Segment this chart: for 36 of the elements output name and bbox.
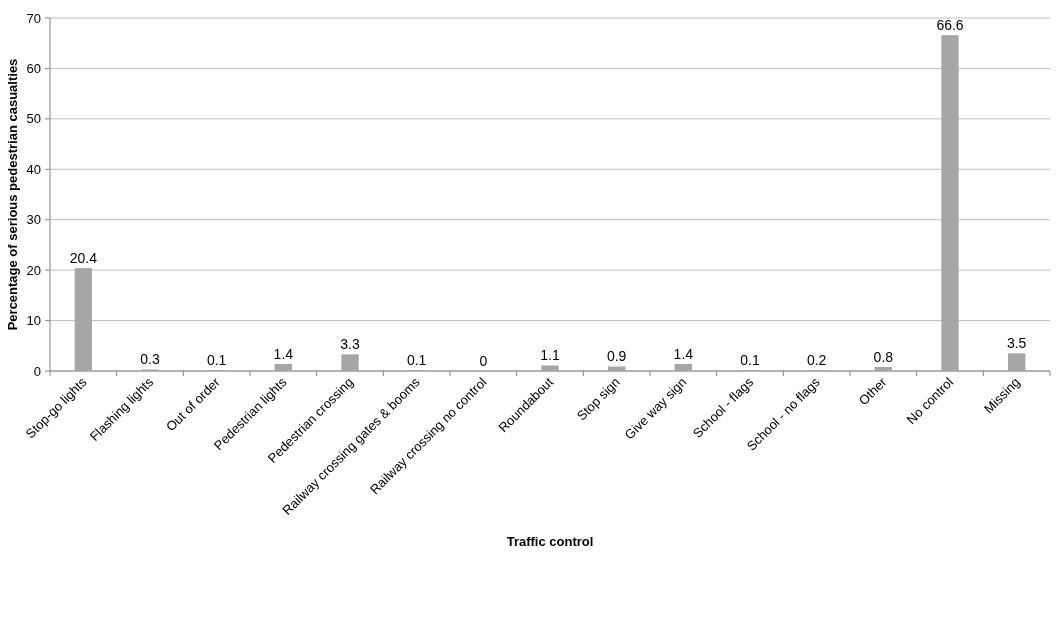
y-tick-label: 0 — [33, 363, 41, 379]
data-label: 0.9 — [606, 348, 627, 365]
data-label: 0.8 — [873, 348, 894, 365]
data-label: 1.4 — [673, 345, 694, 362]
data-label: 20.4 — [69, 250, 98, 267]
data-label: 66.6 — [936, 17, 964, 34]
data-label: 3.3 — [340, 336, 360, 353]
x-axis-title: Traffic control — [506, 534, 594, 549]
data-label: 0.1 — [206, 352, 227, 369]
x-tick-label: Stop sign — [573, 374, 623, 424]
bar — [74, 268, 92, 371]
y-tick-label: 50 — [26, 111, 41, 127]
data-label: 1.4 — [273, 345, 294, 362]
bar — [1008, 353, 1026, 371]
y-tick-label: 30 — [26, 212, 41, 228]
y-tick-label: 20 — [26, 262, 41, 278]
bar — [874, 366, 892, 371]
data-label: 3.5 — [1006, 335, 1027, 352]
data-label: 0.3 — [140, 351, 160, 368]
bar — [341, 354, 359, 371]
y-tick-label: 40 — [26, 161, 41, 177]
bar — [608, 366, 626, 371]
data-label: 0.2 — [806, 351, 827, 368]
bar — [274, 363, 292, 371]
x-tick-label: Give way sign — [621, 374, 690, 443]
y-tick-label: 60 — [26, 60, 41, 76]
y-axis-title: Percentage of serious pedestrian casualties — [5, 58, 20, 331]
y-tick-label: 70 — [26, 10, 41, 26]
data-label: 0.1 — [740, 352, 760, 369]
y-tick-label: 10 — [26, 313, 41, 329]
data-label: 0.1 — [406, 352, 427, 369]
data-label: 0 — [479, 353, 488, 369]
bar — [674, 363, 692, 371]
bar — [941, 35, 959, 371]
data-label: 1.1 — [540, 347, 560, 364]
bar — [541, 365, 559, 371]
